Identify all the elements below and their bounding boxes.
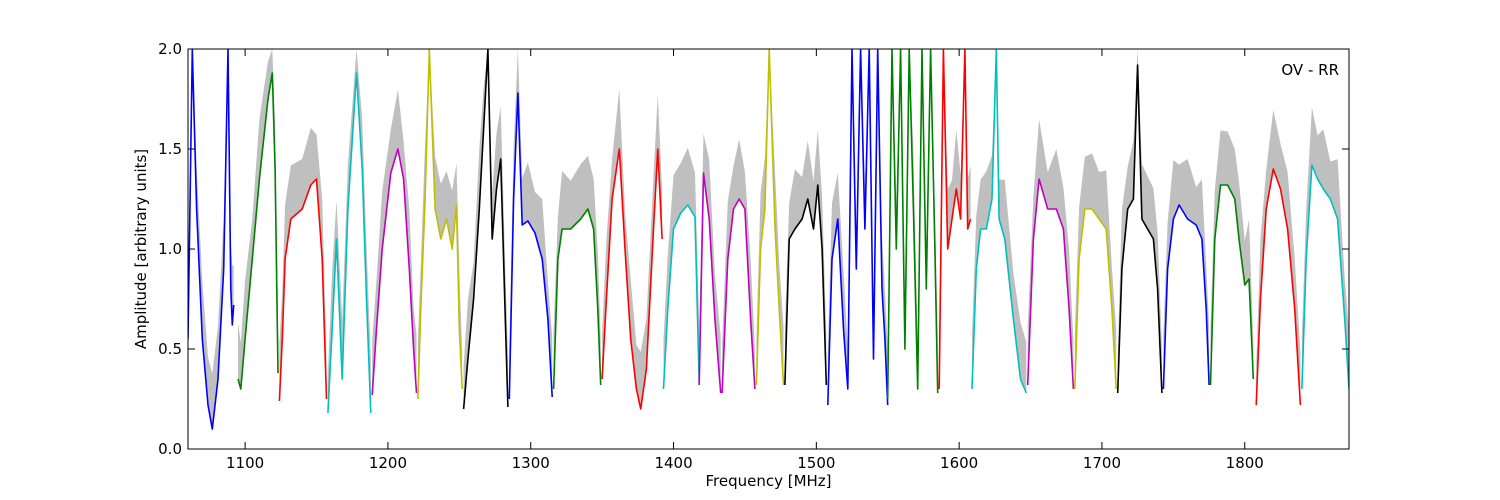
envelope-band [972, 49, 1000, 389]
x-tick-label: 1800 [1226, 454, 1264, 472]
envelope-band [279, 127, 327, 402]
series-line [278, 178, 328, 402]
series-line [827, 49, 889, 406]
envelope-band [756, 49, 784, 385]
x-axis-label: Frequency [MHz] [705, 472, 831, 490]
x-tick-label: 1400 [654, 454, 692, 472]
series-line [552, 208, 602, 390]
envelope-band [699, 133, 721, 394]
series-line [971, 49, 1000, 390]
series-line [1255, 168, 1302, 406]
x-tick-label: 1200 [369, 454, 407, 472]
envelope-band [999, 179, 1027, 393]
series-line [1026, 178, 1075, 390]
envelope-band [1301, 107, 1349, 390]
series-line [371, 148, 418, 396]
annotation-label: OV - RR [1281, 61, 1339, 79]
envelope-band [372, 89, 417, 395]
envelope-band [827, 49, 888, 405]
envelope-band [1074, 153, 1117, 389]
series-line [784, 184, 828, 386]
x-tick-label: 1700 [1083, 454, 1121, 472]
envelope-band [463, 49, 508, 409]
series-line [886, 49, 939, 400]
series-line [938, 49, 972, 390]
series-line [1209, 184, 1255, 386]
series-line [327, 72, 372, 414]
envelope-band [602, 89, 663, 409]
plot-frame [187, 48, 1350, 450]
envelope-band [784, 129, 827, 385]
envelope-band [553, 155, 601, 389]
series-line [188, 49, 235, 430]
envelope-band [238, 49, 278, 389]
series-line [462, 49, 509, 410]
series-line [1162, 204, 1210, 390]
series-line [237, 72, 279, 390]
y-tick-label: 1.5 [158, 140, 182, 158]
envelope-band [327, 49, 371, 413]
y-tick-label: 2.0 [158, 40, 182, 58]
series-line [508, 92, 553, 400]
y-tick-label: 0.5 [158, 340, 182, 358]
envelope-band [1027, 119, 1074, 390]
series-line [721, 198, 756, 394]
series-line [998, 218, 1028, 394]
series-line [417, 49, 463, 400]
series-line [1116, 64, 1163, 394]
x-tick-label: 1300 [512, 454, 550, 472]
envelope-band [1163, 159, 1210, 389]
x-tick-label: 1500 [797, 454, 835, 472]
y-tick-label: 1.0 [158, 240, 182, 258]
x-tick-label: 1600 [940, 454, 978, 472]
series-line [662, 204, 700, 390]
envelope-layer [188, 49, 1349, 429]
y-axis-label: Amplitude [arbitrary units] [132, 149, 150, 349]
envelope-band [663, 147, 700, 389]
envelope-band [722, 139, 755, 393]
envelope-band [417, 49, 463, 399]
series-line [698, 172, 722, 394]
series-line [1301, 164, 1349, 390]
series-line [601, 148, 663, 410]
series-line [1074, 208, 1117, 390]
series-line [755, 49, 785, 386]
envelope-band [509, 49, 553, 399]
y-tick-label: 0.0 [158, 440, 182, 458]
ticks-layer: 1100 1200 1300 1400 1500 1600 1700 1800 0.0 0.5 1.… [158, 40, 1349, 472]
envelope-band [1210, 130, 1254, 385]
envelope-band [1117, 49, 1162, 393]
envelope-band [1256, 109, 1301, 406]
series-layer [188, 49, 1349, 430]
x-tick-label: 1100 [226, 454, 264, 472]
